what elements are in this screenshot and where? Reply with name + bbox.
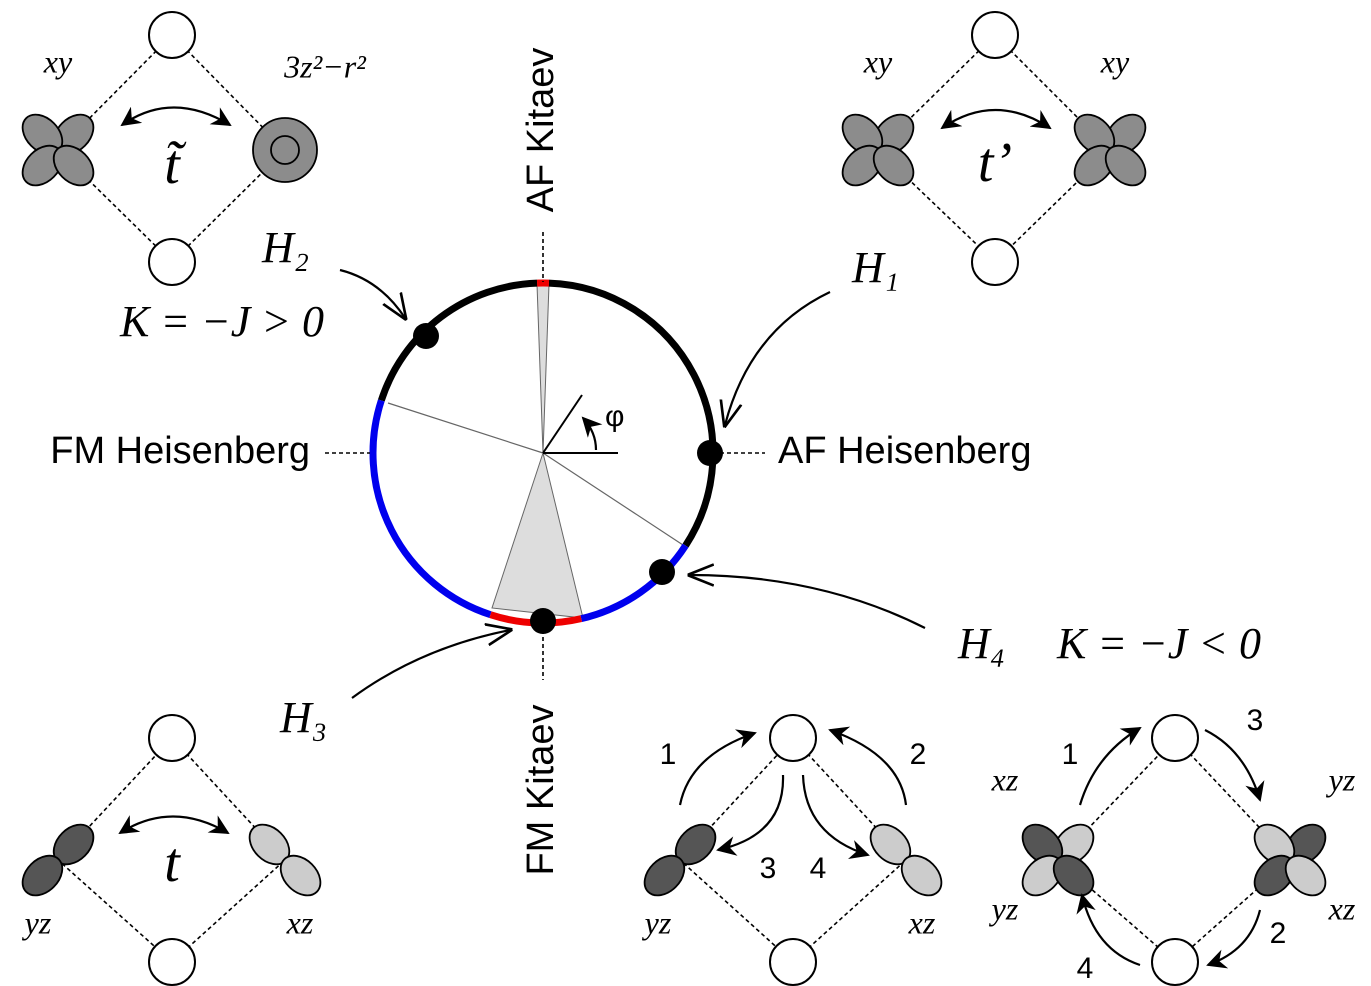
phase-arc — [548, 279, 717, 548]
h2-condition: K = −J > 0 — [119, 297, 324, 346]
orbital-label: yz — [22, 904, 52, 940]
orbital-label: xz — [286, 904, 314, 940]
orbital — [270, 135, 300, 165]
hopping-label: t̃ — [164, 134, 187, 196]
orbital-lobe — [1284, 854, 1327, 897]
h3-label: H₃ — [279, 693, 327, 742]
fm-kitaev-label: FM Kitaev — [520, 704, 562, 875]
orbital-lobe — [872, 144, 915, 187]
step-label: 1 — [1062, 738, 1079, 771]
h1-label: H₁ — [851, 243, 899, 292]
af-kitaev-label: AF Kitaev — [520, 48, 562, 213]
sites — [148, 11, 1199, 986]
orbital-lobe — [900, 854, 943, 897]
orbital-label: xz — [991, 761, 1019, 797]
step-label: 3 — [1247, 704, 1264, 737]
fm-heisenberg-label: FM Heisenberg — [50, 430, 310, 472]
orbital-label: xy — [43, 43, 73, 79]
orbital-label: yz — [1326, 761, 1356, 797]
orbital-label: yz — [642, 904, 672, 940]
orbital-label: xz — [1328, 890, 1356, 926]
orbital-label: xz — [908, 904, 936, 940]
h4-label: H₄ — [957, 619, 1005, 668]
orbital-label: xy — [863, 43, 893, 79]
angle-label: φ — [605, 400, 624, 433]
h4-condition: K = −J < 0 — [1056, 619, 1261, 668]
phase-arc — [377, 279, 538, 402]
orbital-lobe — [52, 144, 95, 187]
hopping-arrows — [118, 106, 1265, 969]
orbital-lobe — [1052, 854, 1095, 897]
orbital-lobe — [643, 854, 686, 897]
orbital-label: xy — [1100, 43, 1130, 79]
orbitals — [21, 113, 1327, 897]
hopping-label: t — [164, 832, 181, 894]
orbital-label: 3z²−r² — [283, 48, 367, 84]
orbital-lobe — [21, 854, 64, 897]
step-label: 1 — [660, 738, 677, 771]
phase-arc — [369, 399, 492, 619]
h2-label: H₂ — [261, 223, 309, 272]
orbital-lobe — [1104, 144, 1147, 187]
phase-circle — [325, 232, 926, 699]
orbital-lobe — [279, 854, 322, 897]
af-heisenberg-label: AF Heisenberg — [778, 430, 1031, 472]
step-label: 4 — [810, 852, 827, 885]
step-label: 2 — [1270, 917, 1287, 950]
step-label: 2 — [910, 738, 927, 771]
step-label: 4 — [1077, 952, 1094, 985]
step-label: 3 — [760, 852, 777, 885]
phase-arc — [580, 543, 689, 623]
hopping-label: t’ — [978, 132, 1012, 194]
orbital-label: yz — [989, 890, 1019, 926]
